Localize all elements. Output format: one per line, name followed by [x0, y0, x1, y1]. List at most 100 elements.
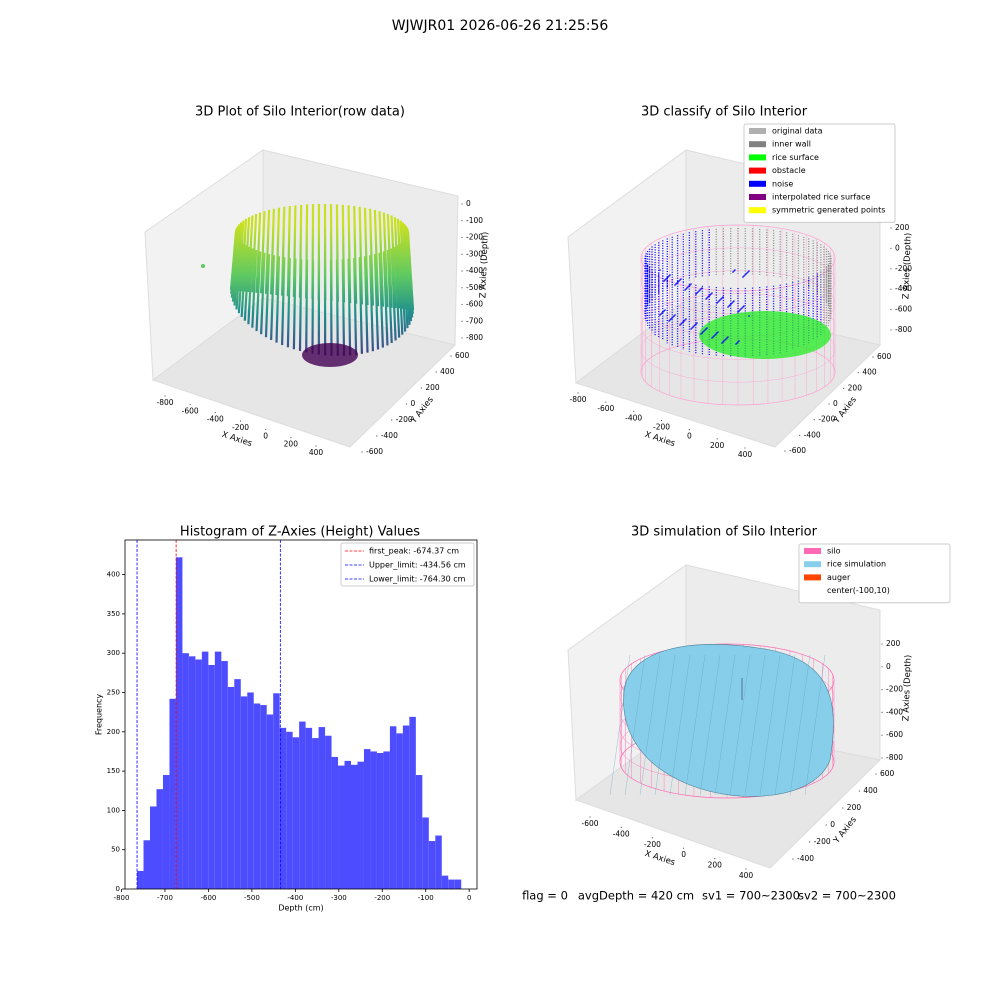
x-tick-label: -400 — [625, 413, 642, 422]
noise-points — [748, 315, 750, 317]
bar — [409, 716, 416, 889]
x-tick — [620, 826, 622, 829]
x-tick-label: 0 — [687, 432, 692, 441]
y-tick-label: 0 — [411, 399, 416, 408]
point-column — [264, 254, 271, 338]
bar — [396, 733, 403, 889]
z-tick-label: -400 — [895, 284, 912, 293]
legend-label: interpolated rice surface — [772, 193, 870, 202]
bar — [363, 749, 371, 889]
z-tick-label: -100 — [466, 216, 483, 225]
x-tick — [688, 429, 690, 431]
legend-label: center(-100,10) — [827, 586, 890, 595]
x-tick-label: 0 — [467, 894, 471, 902]
y-tick-label: 200 — [107, 728, 120, 736]
y-tick — [405, 403, 408, 405]
point-column — [281, 206, 286, 296]
noise-points — [689, 284, 691, 286]
bar — [260, 705, 267, 889]
x-tick-label: 200 — [284, 440, 299, 449]
noise-points — [686, 287, 688, 289]
z-axis-label: Z Axies (Depth) — [478, 232, 490, 299]
noise-points — [723, 340, 725, 342]
noise-points — [737, 311, 739, 313]
z-tick — [461, 337, 463, 339]
point-column — [382, 212, 389, 308]
y-tick-label: 400 — [862, 368, 877, 377]
noise-points — [663, 280, 665, 282]
point-floor — [302, 343, 358, 367]
noise-points — [659, 269, 661, 271]
z-tick-label: -300 — [466, 249, 483, 258]
bar — [435, 835, 442, 889]
noise-points — [668, 275, 670, 277]
point-column — [264, 209, 271, 294]
bar — [325, 735, 332, 889]
point-column — [396, 245, 404, 335]
noise-points — [713, 335, 715, 337]
legend-label: Upper_limit: -434.56 cm — [369, 561, 466, 570]
bar — [137, 870, 144, 889]
noise-points — [704, 329, 706, 331]
x-tick — [265, 428, 267, 430]
x-tick — [239, 420, 242, 422]
noise-points — [670, 318, 672, 320]
x-tick-label: -800 — [156, 398, 173, 407]
noise-points — [716, 332, 718, 334]
noise-points — [664, 309, 666, 311]
noise-points — [739, 309, 741, 311]
z-tick-label: -400 — [466, 266, 483, 275]
legend-swatch — [749, 167, 766, 174]
noise-points — [699, 289, 701, 291]
noise-points — [685, 288, 687, 290]
noise-points — [663, 310, 665, 312]
point-column — [363, 256, 369, 353]
noise-points — [746, 272, 748, 274]
bar — [318, 727, 326, 889]
noise-points — [671, 317, 673, 319]
pane — [151, 297, 456, 448]
noise-points — [683, 320, 685, 322]
noise-points — [678, 280, 680, 282]
z-tick — [461, 303, 463, 306]
surface-mesh — [729, 654, 751, 796]
z-tick — [890, 329, 892, 331]
point-column — [390, 248, 397, 341]
legend-swatch — [749, 141, 766, 148]
legend-swatch — [749, 207, 766, 214]
point-column — [233, 224, 241, 291]
x-tick — [633, 410, 635, 412]
noise-points — [666, 277, 668, 279]
legend-box — [743, 123, 896, 223]
plot-title: Histogram of Z-Axies (Height) Values — [180, 525, 420, 540]
z-tick — [461, 220, 463, 222]
point-column — [237, 220, 245, 291]
y-tick — [809, 841, 811, 843]
x-tick-label: -400 — [207, 415, 224, 424]
footer-text: avgDepth = 420 cm — [578, 889, 694, 903]
noise-points — [706, 297, 708, 299]
noise-points — [697, 291, 699, 293]
z-tick-label: 200 — [895, 223, 910, 232]
noise-points — [701, 332, 703, 334]
y-axis-label: Frequency — [95, 694, 104, 736]
y-tick-label: -400 — [797, 854, 814, 863]
x-axis-label: X Axies — [643, 430, 676, 449]
x-tick — [577, 392, 579, 394]
bar — [247, 692, 254, 889]
noise-points — [677, 281, 679, 283]
noise-points — [708, 295, 710, 297]
bar — [188, 656, 196, 889]
plot-title: 3D Plot of Silo Interior(row data) — [195, 105, 405, 120]
footer-text: sv1 = 700~2300 — [702, 889, 800, 903]
y-tick — [842, 807, 844, 809]
bar — [448, 879, 455, 889]
noise-points — [738, 310, 740, 312]
x-tick-label: -600 — [581, 819, 598, 828]
y-axis-label: Y Axies — [831, 815, 859, 847]
x-tick-label: 0 — [681, 850, 686, 859]
legend-box — [340, 542, 475, 587]
noise-points — [736, 342, 738, 344]
legend-label: noise — [772, 179, 793, 188]
